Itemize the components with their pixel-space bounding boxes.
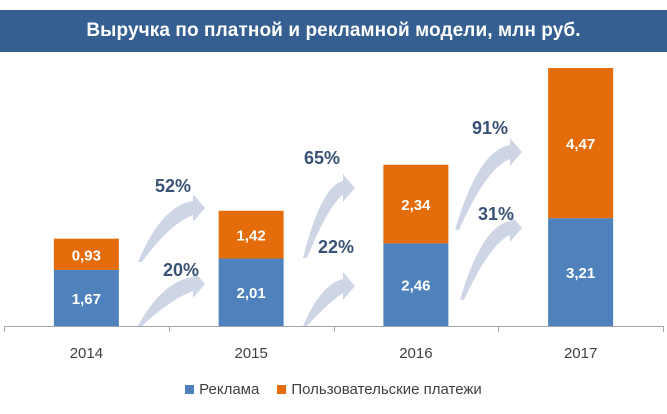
growth-label-user-payments: 65%: [304, 148, 340, 168]
legend-label-user-payments: Пользовательские платежи: [291, 381, 482, 398]
legend-item-user-payments: Пользовательские платежи: [277, 381, 482, 398]
growth-arrow-ads: [138, 270, 205, 326]
growth-label-user-payments: 52%: [155, 176, 191, 196]
legend-swatch-ads: [185, 385, 195, 394]
growth-label-user-payments: 91%: [472, 118, 508, 138]
bar-ads: [548, 218, 614, 326]
legend-label-ads: Реклама: [199, 381, 260, 398]
data-label-ads: 3,21: [566, 265, 595, 282]
x-tick-label: 2015: [234, 345, 267, 362]
growth-arrow-user-payments: [138, 194, 205, 262]
growth-label-ads: 31%: [478, 204, 514, 224]
data-label-ads: 2,01: [237, 285, 266, 302]
legend-item-ads: Реклама: [185, 381, 259, 398]
x-tick-label: 2017: [564, 345, 597, 362]
legend: Реклама Пользовательские платежи: [0, 381, 667, 398]
growth-arrow-user-payments: [303, 174, 355, 258]
bar-user-payments: [383, 164, 449, 244]
data-label-ads: 1,67: [72, 291, 101, 308]
growth-arrow-ads: [303, 272, 355, 326]
growth-arrow-user-payments: [455, 138, 522, 230]
bar-ads: [218, 258, 284, 326]
growth-label-ads: 20%: [163, 260, 199, 280]
x-tick-label: 2014: [70, 345, 103, 362]
bar-user-payments: [548, 68, 614, 219]
data-label-user-payments: 2,34: [401, 197, 431, 214]
growth-arrow-ads: [460, 214, 522, 300]
data-label-user-payments: 0,93: [72, 247, 101, 264]
bar-user-payments: [53, 238, 119, 270]
x-tick-label: 2016: [399, 345, 432, 362]
data-label-ads: 2,46: [401, 278, 430, 295]
bar-user-payments: [218, 210, 284, 259]
bar-ads: [53, 269, 119, 326]
chart-title: Выручка по платной и рекламной модели, м…: [0, 10, 667, 52]
data-label-user-payments: 1,42: [237, 228, 266, 245]
bar-ads: [383, 243, 449, 326]
growth-label-ads: 22%: [318, 237, 354, 257]
legend-swatch-user-payments: [277, 385, 287, 394]
data-label-user-payments: 4,47: [566, 136, 595, 153]
